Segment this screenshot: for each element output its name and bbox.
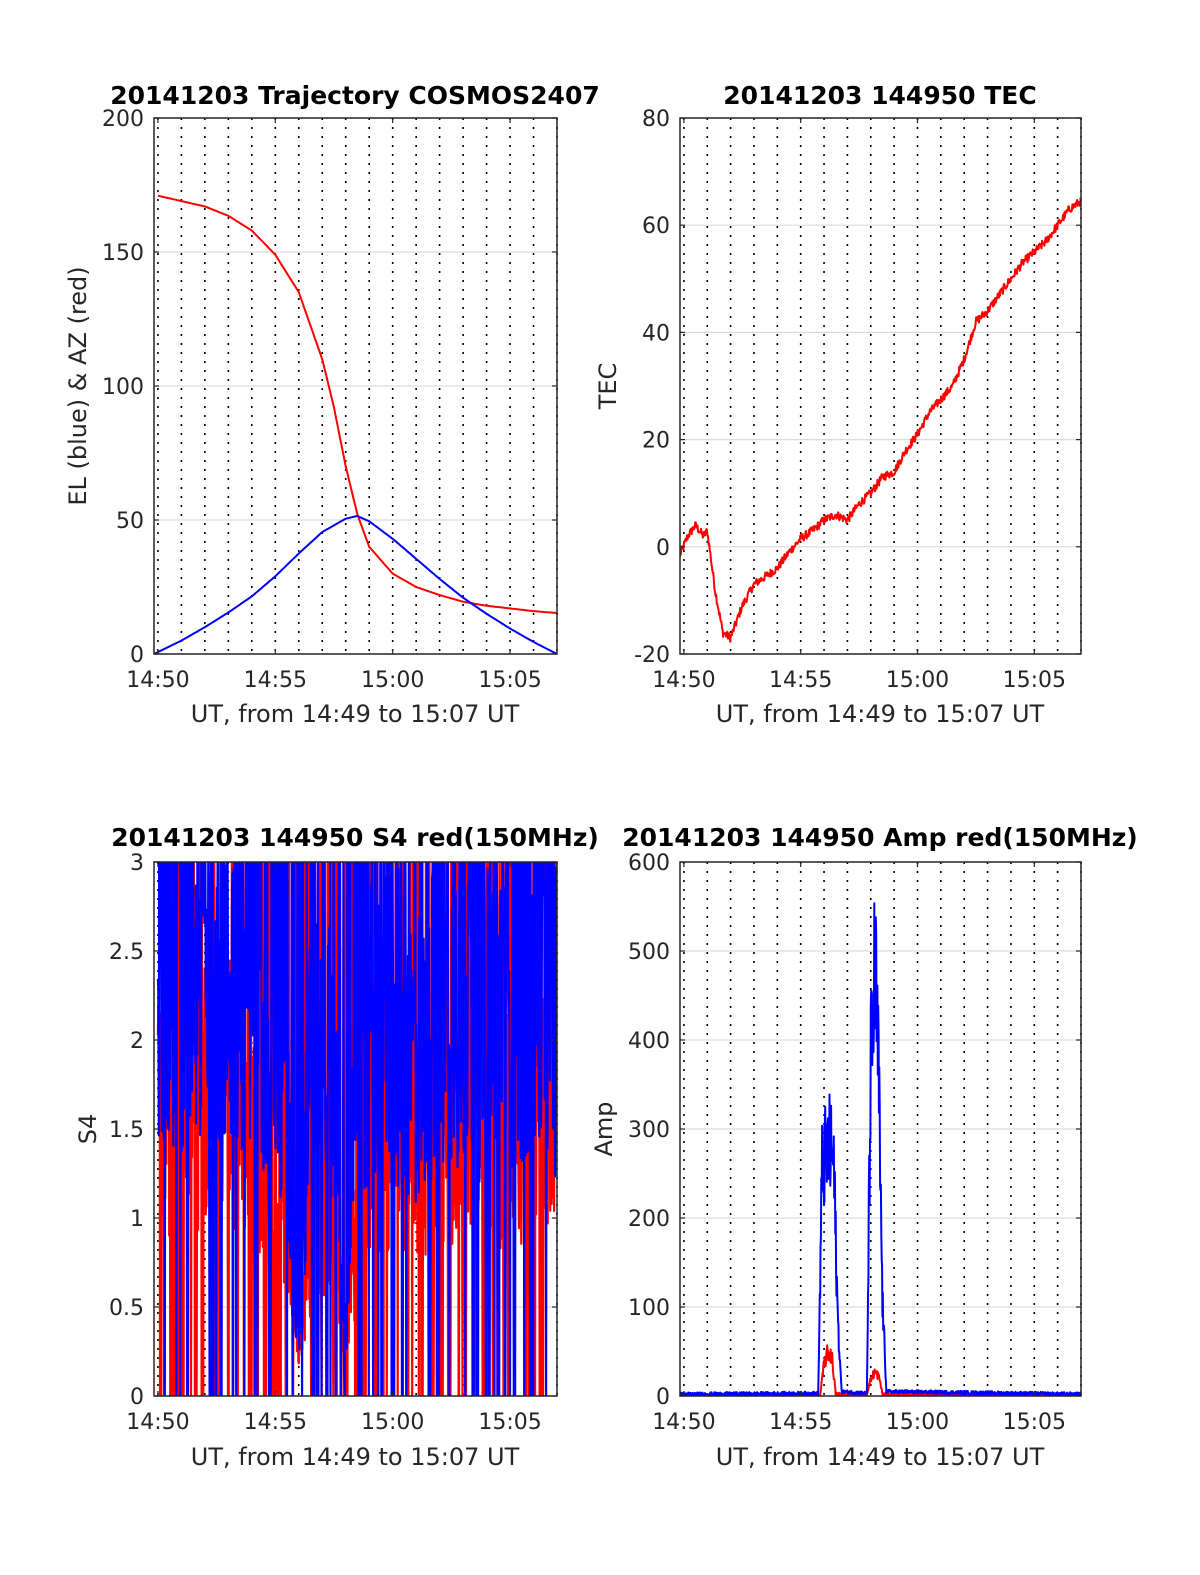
x-tick-label: 14:50 xyxy=(652,1410,715,1435)
amp-series-line-2 xyxy=(680,902,1081,1396)
s4-series xyxy=(156,862,557,1396)
trajectory-series-line-2 xyxy=(154,515,557,654)
x-tick-label: 14:50 xyxy=(652,668,715,693)
x-tick-label: 15:00 xyxy=(361,668,424,693)
amp-ylabel: Amp xyxy=(590,1101,618,1156)
trajectory-series-line-1 xyxy=(157,194,557,614)
tec-ticks: -20 0 20 40 60 80 14:50 14:55 15:00 15:05 xyxy=(634,107,1081,693)
tec-xlabel: UT, from 14:49 to 15:07 UT xyxy=(716,700,1045,728)
y-tick-label: 100 xyxy=(628,1296,670,1321)
y-tick-label: 300 xyxy=(628,1118,670,1143)
x-tick-label: 14:50 xyxy=(126,1410,189,1435)
y-tick-label: 200 xyxy=(628,1207,670,1232)
y-tick-label: 400 xyxy=(628,1029,670,1054)
panel-trajectory: 0 50 100 150 200 14:50 14:55 15:00 15:05 2014120… xyxy=(64,81,600,728)
y-tick-label: 0 xyxy=(130,643,144,668)
y-tick-label: 150 xyxy=(102,241,144,266)
y-tick-label: 2.5 xyxy=(109,940,144,965)
x-tick-label: 14:55 xyxy=(244,668,307,693)
amp-xlabel: UT, from 14:49 to 15:07 UT xyxy=(716,1443,1045,1471)
y-tick-label: 3 xyxy=(130,851,144,876)
y-tick-label: 500 xyxy=(628,940,670,965)
y-tick-label: 20 xyxy=(642,429,670,454)
s4-title: 20141203 144950 S4 red(150MHz) xyxy=(111,823,599,852)
trajectory-series xyxy=(154,194,557,654)
y-tick-label: 2 xyxy=(130,1029,144,1054)
y-tick-label: 0.5 xyxy=(109,1296,144,1321)
panel-s4: 0 0.5 1 1.5 2 2.5 3 14:50 14:55 15:00 15:05 201412… xyxy=(74,823,599,1471)
x-tick-label: 15:05 xyxy=(478,1410,541,1435)
tec-series xyxy=(680,197,1081,643)
s4-xlabel: UT, from 14:49 to 15:07 UT xyxy=(191,1443,520,1471)
y-tick-label: 1.5 xyxy=(109,1118,144,1143)
amp-series xyxy=(680,902,1081,1396)
y-tick-label: 1 xyxy=(130,1207,144,1232)
tec-title: 20141203 144950 TEC xyxy=(723,81,1036,110)
y-tick-label: -20 xyxy=(634,643,670,668)
x-tick-label: 14:55 xyxy=(244,1410,307,1435)
y-tick-label: 50 xyxy=(116,509,144,534)
x-tick-label: 15:00 xyxy=(886,668,949,693)
trajectory-xlabel: UT, from 14:49 to 15:07 UT xyxy=(191,700,520,728)
x-tick-label: 14:55 xyxy=(769,668,832,693)
x-tick-label: 15:00 xyxy=(886,1410,949,1435)
y-tick-label: 100 xyxy=(102,375,144,400)
amp-ticks: 0 100 200 300 400 500 600 14:50 14:55 15:00 15:05 xyxy=(628,851,1081,1435)
x-tick-label: 14:50 xyxy=(126,668,189,693)
y-tick-label: 0 xyxy=(656,536,670,561)
s4-series-line-2 xyxy=(156,862,557,1396)
s4-ylabel: S4 xyxy=(74,1114,102,1145)
y-tick-label: 200 xyxy=(102,107,144,132)
x-tick-label: 15:05 xyxy=(478,668,541,693)
x-tick-label: 15:05 xyxy=(1003,668,1066,693)
y-tick-label: 0 xyxy=(130,1385,144,1410)
y-tick-label: 0 xyxy=(656,1385,670,1410)
panel-tec: -20 0 20 40 60 80 14:50 14:55 15:00 15:05 2014120… xyxy=(594,81,1082,728)
trajectory-ylabel: EL (blue) & AZ (red) xyxy=(64,266,92,505)
y-tick-label: 60 xyxy=(642,214,670,239)
tec-series-line-1 xyxy=(680,197,1081,643)
x-tick-label: 14:55 xyxy=(769,1410,832,1435)
amp-title: 20141203 144950 Amp red(150MHz) xyxy=(622,823,1138,852)
amp-series-line-1 xyxy=(680,1344,1081,1396)
x-tick-label: 15:00 xyxy=(361,1410,424,1435)
trajectory-title: 20141203 Trajectory COSMOS2407 xyxy=(110,81,600,110)
trajectory-ticks: 0 50 100 150 200 14:50 14:55 15:00 15:05 xyxy=(102,107,557,693)
tec-axes-box xyxy=(679,117,1082,655)
s4-ticks: 0 0.5 1 1.5 2 2.5 3 14:50 14:55 15:00 15:05 xyxy=(109,851,557,1435)
x-tick-label: 15:05 xyxy=(1003,1410,1066,1435)
tec-ylabel: TEC xyxy=(594,363,622,411)
y-tick-label: 40 xyxy=(642,321,670,346)
y-tick-label: 600 xyxy=(628,851,670,876)
y-tick-label: 80 xyxy=(642,107,670,132)
